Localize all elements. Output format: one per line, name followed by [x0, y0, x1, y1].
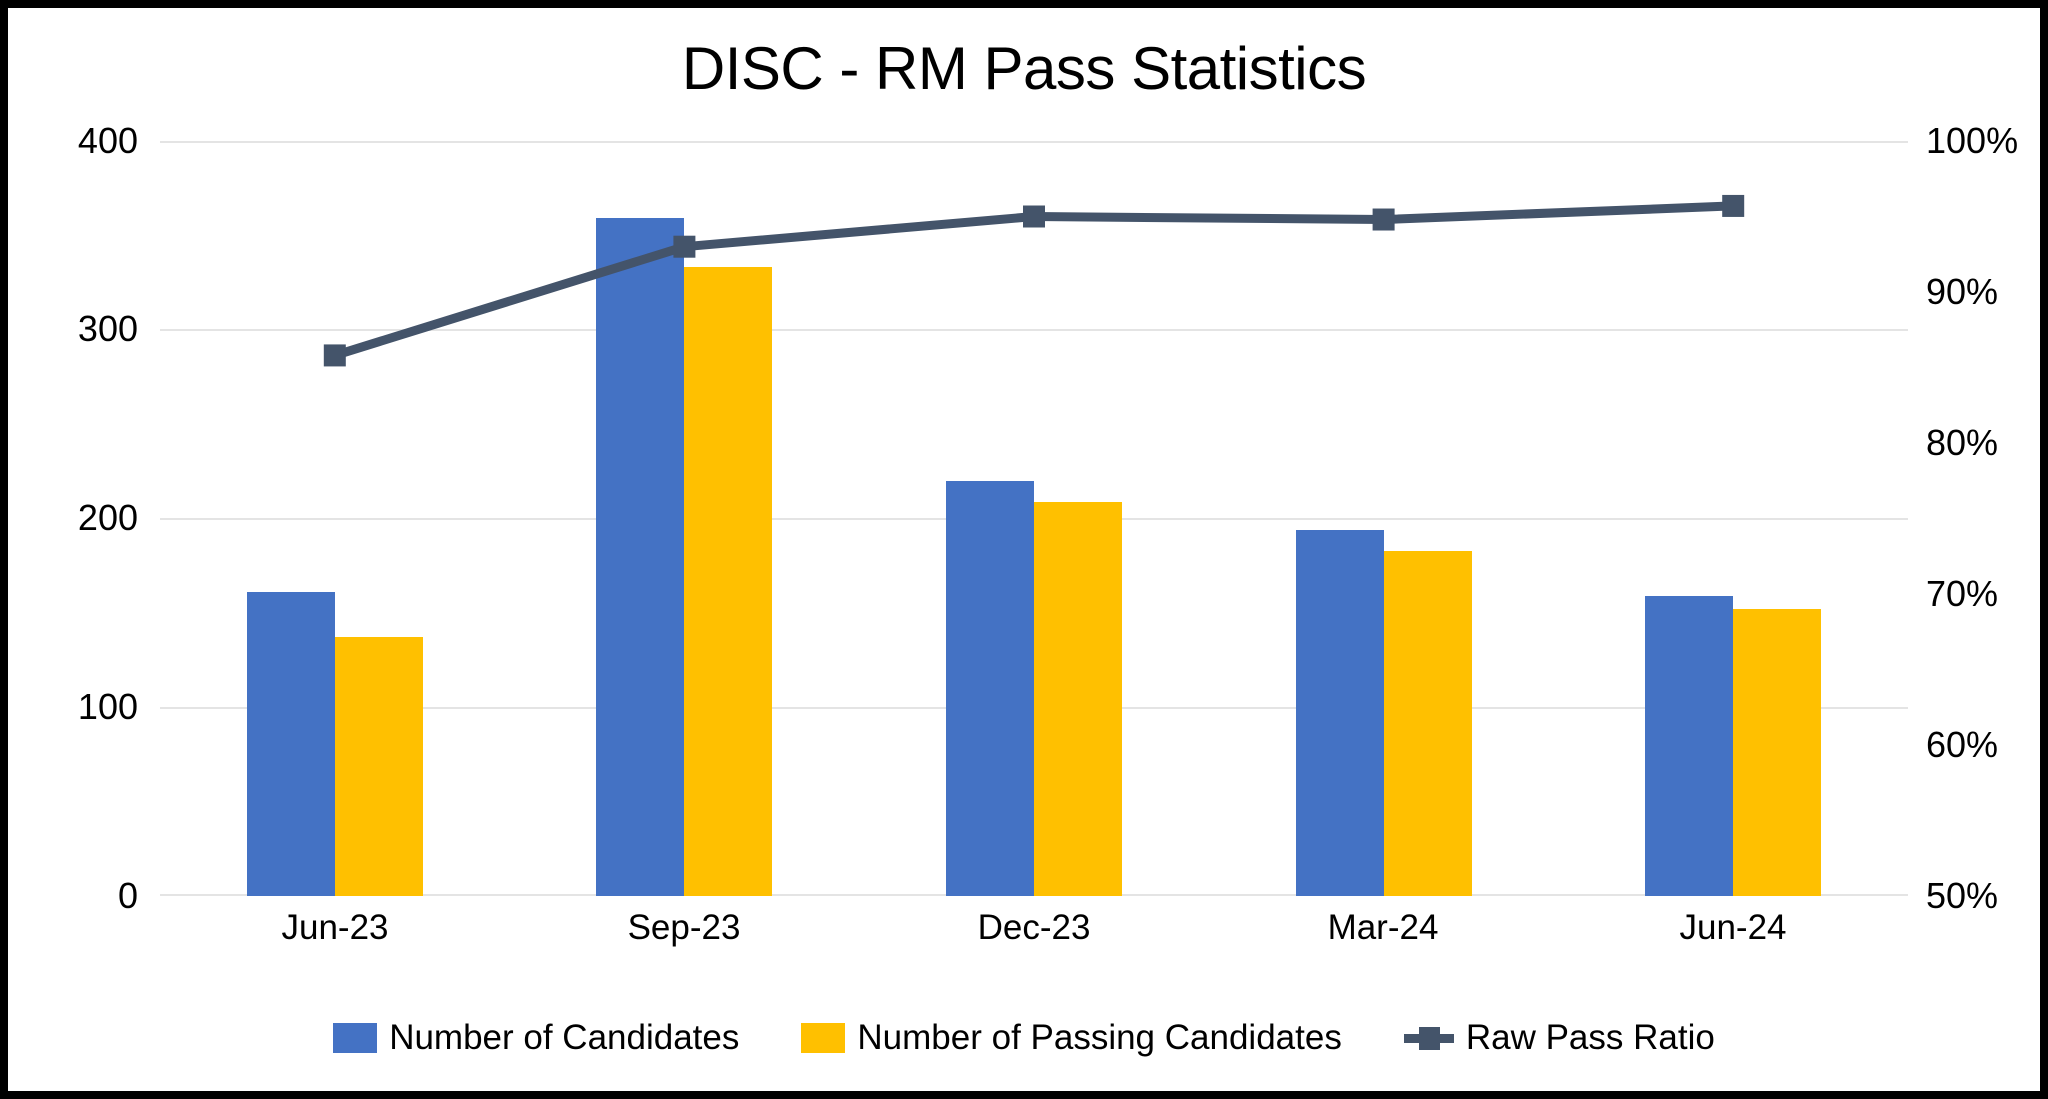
plot-area	[160, 141, 1908, 896]
blue-square-swatch-icon	[333, 1023, 378, 1053]
y-axis-right-tick-70pct: 70%	[1926, 573, 1999, 614]
x-axis-tick-jun-23: Jun-23	[281, 908, 389, 947]
chart-title: DISC - RM Pass Statistics	[681, 35, 1367, 102]
y-axis-right-tick-80pct: 80%	[1926, 422, 1999, 463]
x-axis-tick-jun-24: Jun-24	[1679, 908, 1787, 947]
bar-jun-23-passing[interactable]	[334, 637, 423, 896]
legend-label-number-of-candidates: Number of Candidates	[389, 1018, 740, 1057]
x-axis-tick-sep-23: Sep-23	[627, 908, 741, 947]
legend-label-number-of-passing-candidates: Number of Passing Candidates	[857, 1018, 1342, 1057]
bar-sep-23-passing[interactable]	[684, 267, 773, 896]
bar-mar-24-passing[interactable]	[1383, 550, 1472, 896]
y-axis-right-tick-60pct: 60%	[1926, 724, 1999, 765]
chart-legend: Number of Candidates Number of Passing C…	[8, 1018, 2040, 1058]
bar-sep-23-candidates[interactable]	[596, 218, 685, 896]
y-axis-left-tick-300: 300	[77, 308, 138, 349]
gridline-400	[160, 141, 1908, 143]
y-axis-left-tick-0: 0	[117, 875, 138, 916]
line-marker-dec-23[interactable]	[1023, 205, 1045, 228]
y-axis-right-tick-50pct: 50%	[1926, 875, 1999, 916]
legend-item-number-of-candidates[interactable]: Number of Candidates	[333, 1018, 739, 1058]
yellow-square-swatch-icon	[801, 1023, 846, 1053]
y-axis-left-tick-400: 400	[77, 120, 138, 161]
line-with-square-marker-icon	[1403, 1023, 1454, 1053]
y-axis-left-tick-100: 100	[77, 686, 138, 727]
line-marker-jun-23[interactable]	[323, 344, 346, 367]
gridline-300	[160, 329, 1908, 331]
y-axis-left-tick-200: 200	[77, 497, 138, 538]
x-axis-tick-mar-24: Mar-24	[1327, 908, 1439, 947]
bar-jun-24-passing[interactable]	[1733, 609, 1822, 896]
x-axis-tick-dec-23: Dec-23	[977, 908, 1091, 947]
bar-jun-24-candidates[interactable]	[1645, 595, 1734, 896]
legend-label-raw-pass-ratio: Raw Pass Ratio	[1465, 1018, 1715, 1057]
legend-item-number-of-passing-candidates[interactable]: Number of Passing Candidates	[801, 1018, 1342, 1058]
bar-mar-24-candidates[interactable]	[1295, 529, 1384, 896]
bar-jun-23-candidates[interactable]	[246, 592, 335, 896]
y-axis-right-tick-100pct: 100%	[1926, 120, 2019, 161]
bar-dec-23-passing[interactable]	[1034, 501, 1122, 896]
line-marker-mar-24[interactable]	[1372, 208, 1395, 231]
chart-container: DISC - RM Pass Statistics 400 300 200 10…	[8, 8, 2040, 1091]
line-marker-jun-24[interactable]	[1722, 194, 1745, 217]
y-axis-right-tick-90pct: 90%	[1926, 271, 1999, 312]
bar-dec-23-candidates[interactable]	[946, 480, 1034, 896]
legend-item-raw-pass-ratio[interactable]: Raw Pass Ratio	[1403, 1018, 1715, 1058]
